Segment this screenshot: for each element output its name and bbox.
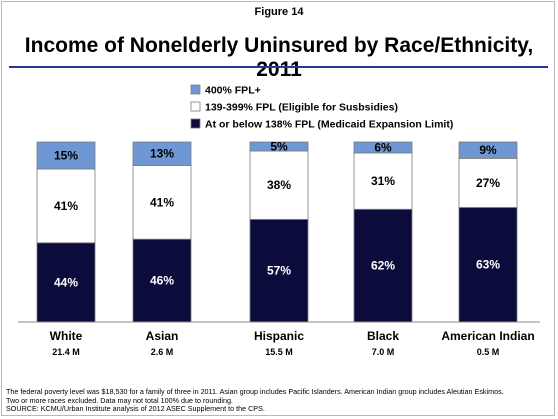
data-label: 27% [476,176,500,190]
footnotes: The federal poverty level was $18,530 fo… [6,387,554,414]
bar-segment [249,218,309,323]
bar-segment [458,207,518,323]
legend-label: At or below 138% FPL (Medicaid Expansion… [205,119,453,131]
data-label: 41% [150,195,174,209]
bar-segment [249,141,309,152]
bar-segment [36,141,96,170]
footnote-line: SOURCE: KCMU/Urban Institute analysis of… [6,404,265,414]
category-sublabel: 0.5 M [477,347,500,357]
figure-label: Figure 14 [254,6,304,18]
legend-swatch [190,118,201,129]
bar-segment [458,141,518,159]
category-label: Black [367,329,399,343]
footnote-line: Two or more races excluded. Data may not… [6,395,233,405]
data-label: 31% [371,174,395,188]
data-label: 15% [54,149,78,163]
title-rule [9,66,548,68]
data-label: 62% [371,259,395,273]
bar-segment [249,150,309,220]
data-label: 57% [267,264,291,278]
data-label: 13% [150,147,174,161]
legend-swatch [190,84,201,95]
category-sublabel: 15.5 M [265,347,293,357]
chart-title: Income of Nonelderly Uninsured by Race/E… [24,34,534,81]
bar-segment [458,157,518,208]
data-label: 41% [54,199,78,213]
bar-segment [353,152,413,210]
category-label: Hispanic [254,329,304,343]
legend-label: 400% FPL+ [205,85,261,97]
category-sublabel: 2.6 M [151,347,174,357]
data-label: 63% [476,258,500,272]
category-sublabel: 21.4 M [52,347,80,357]
data-label: 5% [270,140,288,154]
bar-segment [132,164,192,240]
data-label: 6% [374,140,392,154]
bar-segment [36,168,96,244]
bar-segment [353,208,413,323]
data-label: 44% [54,275,78,289]
data-label: 46% [150,274,174,288]
data-label: 9% [479,143,497,157]
footnote-line: The federal poverty level was $18,530 fo… [6,387,504,396]
bar-segment [132,238,192,323]
category-sublabel: 7.0 M [372,347,395,357]
legend-swatch [190,101,201,112]
category-label: Asian [146,329,179,343]
data-label: 38% [267,178,291,192]
category-label: White [50,329,83,343]
category-label: American Indian [441,329,534,343]
bar-segment [353,141,413,154]
legend-label: 139-399% FPL (Eligible for Susbsidies) [205,102,398,114]
bar-segment [132,141,192,166]
